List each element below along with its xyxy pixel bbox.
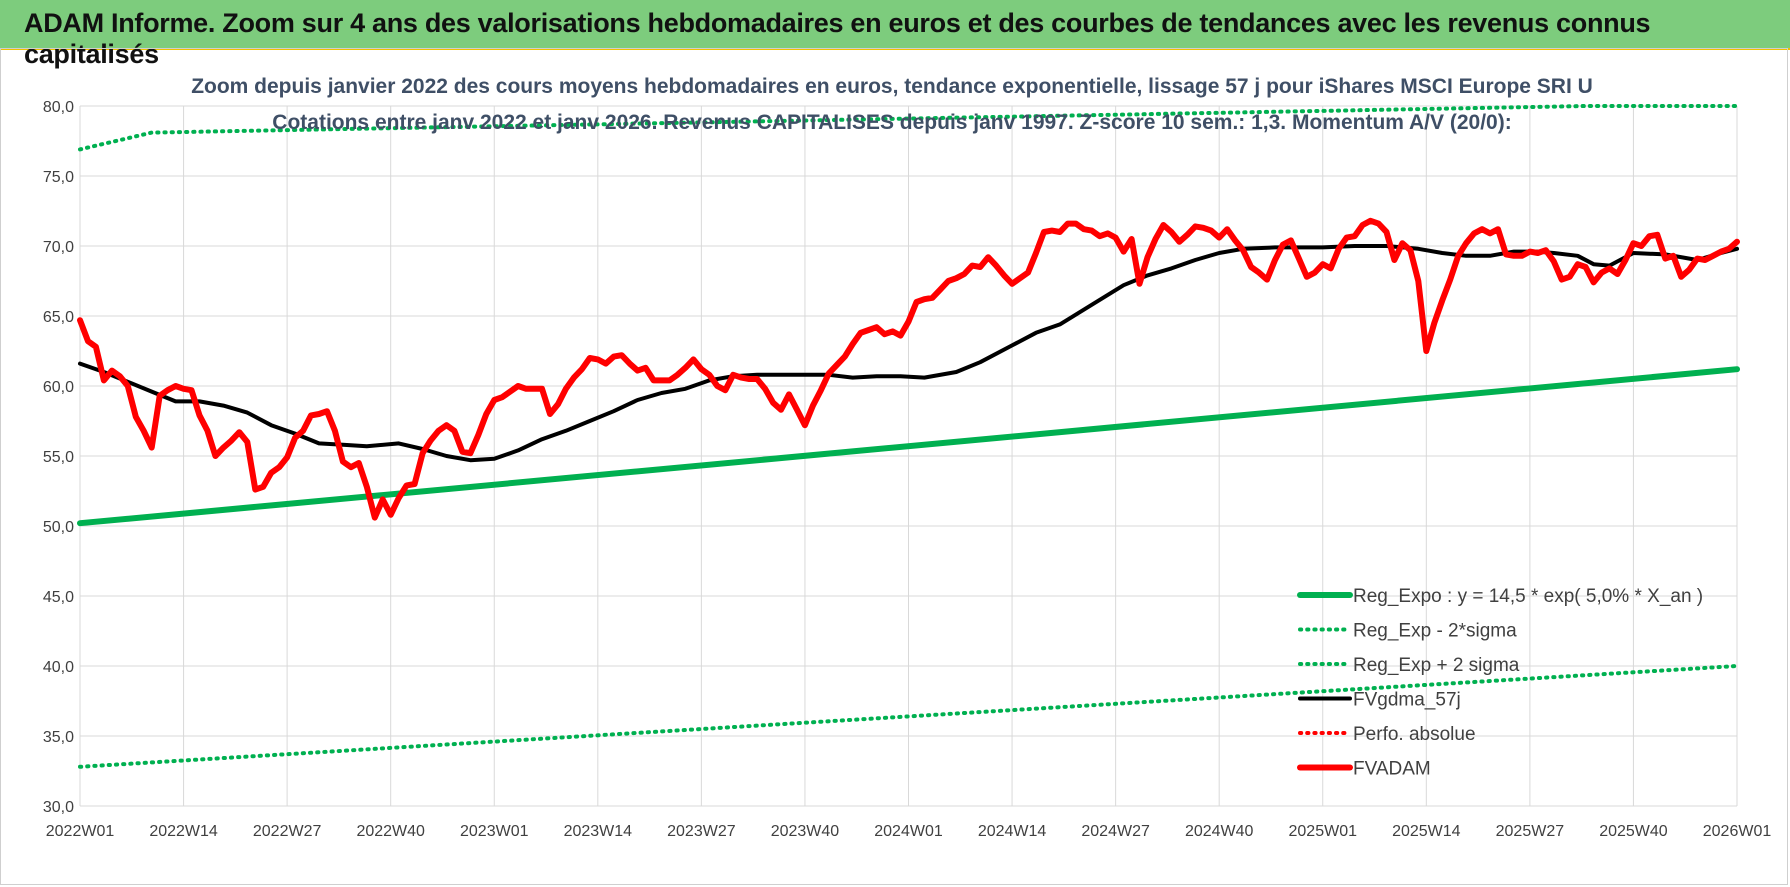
legend-label: Reg_Exp + 2 sigma: [1353, 655, 1520, 676]
y-tick-label: 35,0: [43, 729, 74, 746]
series-line-reg-exp-2-sigma: [78, 664, 1739, 769]
x-tick-label: 2024W01: [874, 823, 943, 840]
y-tick-label: 30,0: [43, 799, 74, 816]
y-tick-label: 55,0: [43, 449, 74, 466]
x-tick-label: 2023W14: [564, 823, 633, 840]
x-tick-label: 2024W40: [1185, 823, 1254, 840]
axes: 30,0 35,0 40,0 45,0 50,0 55,0 60,0 65,0 70,0 75,0…: [43, 99, 1771, 840]
legend-label: Reg_Exp - 2*sigma: [1353, 621, 1517, 642]
x-tick-label: 2024W14: [978, 823, 1047, 840]
y-tick-label: 65,0: [43, 309, 74, 326]
x-tick-label: 2023W27: [667, 823, 736, 840]
plot-series: [77, 104, 1740, 769]
x-tick-label: 2025W40: [1599, 823, 1668, 840]
legend-label: Perfo. absolue: [1353, 724, 1476, 745]
series-line-reg-expo-y-14-5-exp-5-0-x-an: [77, 366, 1740, 527]
series-line-reg-exp-2-sigma: [78, 104, 1739, 152]
x-tick-label: 2025W01: [1289, 823, 1358, 840]
y-tick-label: 80,0: [43, 99, 74, 116]
grid: [79, 105, 1738, 807]
y-tick-label: 70,0: [43, 239, 74, 256]
chart-area: [0, 48, 1788, 885]
x-tick-label: 2024W27: [1081, 823, 1150, 840]
x-tick-label: 2022W01: [46, 823, 115, 840]
x-tick-label: 2022W14: [149, 823, 218, 840]
x-tick-label: 2022W40: [356, 823, 425, 840]
y-tick-label: 75,0: [43, 169, 74, 186]
series-line-fvadam: [77, 217, 1740, 521]
legend-label: FVADAM: [1353, 759, 1431, 780]
series-line-fvgdma-57j: [78, 244, 1739, 463]
x-tick-label: 2026W01: [1703, 823, 1772, 840]
x-tick-label: 2025W14: [1392, 823, 1461, 840]
banner: ADAM Informe. Zoom sur 4 ans des valoris…: [0, 0, 1790, 69]
legend: Reg_Expo : y = 14,5 * exp( 5,0% * X_an )…: [1297, 586, 1703, 780]
y-tick-label: 50,0: [43, 519, 74, 536]
x-tick-label: 2023W01: [460, 823, 529, 840]
banner-title: ADAM Informe. Zoom sur 4 ans des valoris…: [24, 8, 1651, 69]
x-tick-label: 2023W40: [771, 823, 840, 840]
y-tick-label: 40,0: [43, 659, 74, 676]
x-tick-label: 2022W27: [253, 823, 322, 840]
y-tick-label: 60,0: [43, 379, 74, 396]
legend-label: Reg_Expo : y = 14,5 * exp( 5,0% * X_an ): [1353, 586, 1703, 607]
chart-title-line1: Zoom depuis janvier 2022 des cours moyen…: [191, 75, 1593, 98]
chart-title-line2: Cotations entre janv 2022 et janv 2026. …: [272, 111, 1511, 134]
legend-label: FVgdma_57j: [1353, 690, 1461, 711]
y-tick-label: 45,0: [43, 589, 74, 606]
x-tick-label: 2025W27: [1496, 823, 1565, 840]
